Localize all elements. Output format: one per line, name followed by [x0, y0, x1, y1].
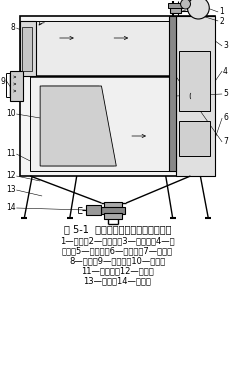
Bar: [176, 16, 215, 176]
Bar: [22, 27, 32, 71]
Bar: [169, 16, 176, 171]
Bar: [179, 121, 210, 156]
Text: 11: 11: [6, 149, 15, 159]
Text: 4: 4: [223, 66, 228, 76]
Circle shape: [188, 0, 209, 19]
Text: 图 5-1  扁袋除尘机组组成和工作原理: 图 5-1 扁袋除尘机组组成和工作原理: [64, 224, 171, 234]
Bar: [104, 202, 122, 208]
Text: 14: 14: [6, 203, 15, 213]
Bar: [86, 205, 101, 215]
Bar: [20, 21, 36, 76]
Text: 11—过滤室；12—灰斗；: 11—过滤室；12—灰斗；: [81, 266, 154, 276]
Text: 5: 5: [223, 90, 228, 98]
Bar: [10, 71, 23, 101]
Text: 13: 13: [6, 186, 15, 195]
Text: 8—挡板；9—进风口；10—滤袋；: 8—挡板；9—进风口；10—滤袋；: [69, 257, 165, 266]
Text: 6: 6: [223, 113, 228, 122]
Text: 3: 3: [223, 42, 228, 51]
Text: 1—气包；2—脉冲阀；3—净气室；4—检: 1—气包；2—脉冲阀；3—净气室；4—检: [60, 237, 175, 245]
Polygon shape: [40, 86, 116, 166]
Text: 2: 2: [219, 17, 224, 25]
Text: 10: 10: [6, 110, 15, 119]
Circle shape: [181, 0, 190, 9]
Bar: [30, 21, 176, 76]
Bar: [20, 16, 215, 176]
Bar: [179, 51, 210, 111]
Bar: [168, 3, 183, 8]
Bar: [30, 76, 176, 171]
Text: 12: 12: [6, 171, 15, 181]
Text: 13—支腿；14—卸灰阀: 13—支腿；14—卸灰阀: [83, 276, 151, 286]
Text: 9: 9: [1, 76, 6, 86]
Text: 7: 7: [223, 137, 228, 147]
Text: 修门；5—喷吹管；6—出风口；7—花板；: 修门；5—喷吹管；6—出风口；7—花板；: [62, 247, 173, 256]
Text: 8: 8: [11, 24, 15, 32]
Bar: [104, 213, 122, 219]
Bar: [170, 5, 181, 13]
Text: 1: 1: [219, 7, 224, 17]
Bar: [101, 207, 125, 214]
